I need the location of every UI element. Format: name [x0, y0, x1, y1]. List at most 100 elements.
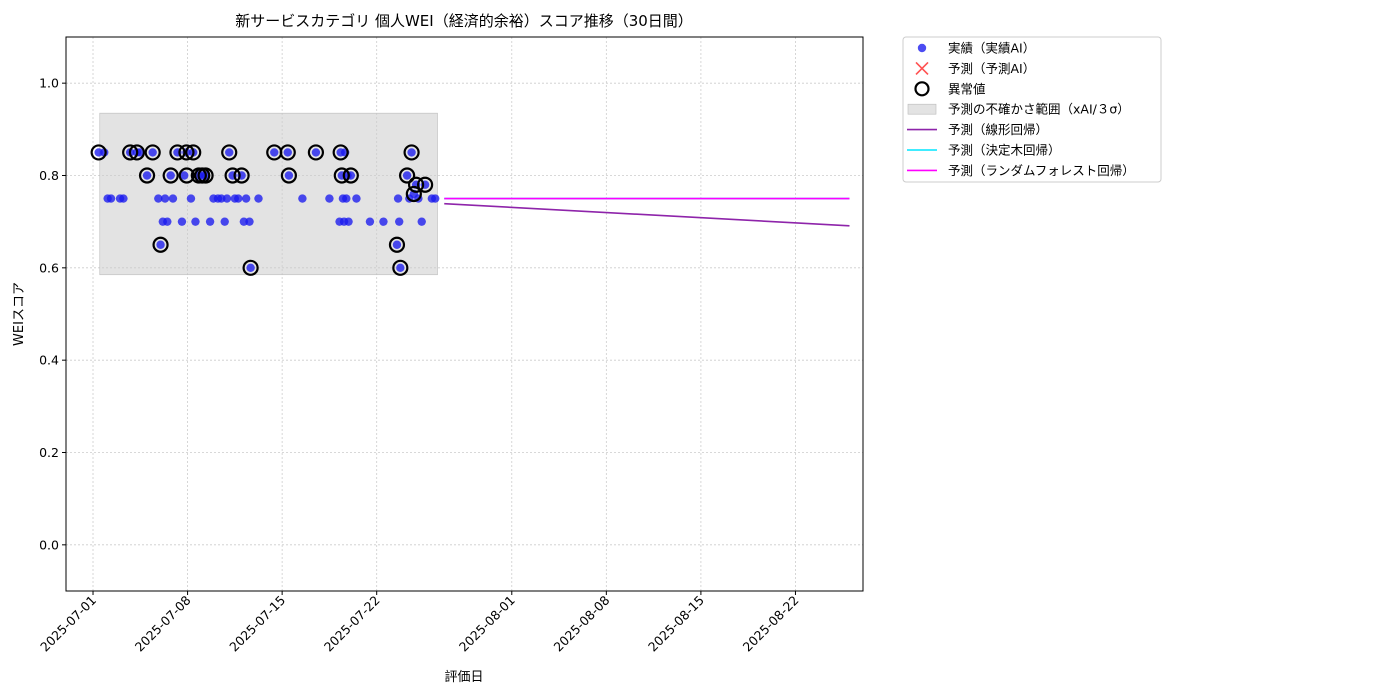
y-tick-label: 0.0 [39, 537, 59, 552]
actual-data-point [142, 171, 152, 180]
actual-data-point [136, 148, 145, 157]
anomaly-marker [392, 259, 409, 276]
prediction-line [444, 202, 850, 227]
actual-data-point [365, 217, 375, 226]
actual-data-point [166, 171, 175, 180]
actual-data-point [325, 194, 334, 203]
actual-data-point [234, 194, 243, 203]
anomaly-marker [332, 144, 349, 161]
anomaly-marker [90, 144, 107, 161]
anomaly-marker [138, 167, 156, 184]
legend-label: 予測の不確かさ範囲（xAI/３σ） [948, 102, 1130, 117]
actual-data-point [417, 217, 426, 226]
anomaly-marker [333, 167, 350, 184]
anomaly-marker [280, 167, 297, 184]
actual-data-point [402, 171, 412, 180]
legend-label: 予測（ランダムフォレスト回帰） [948, 163, 1135, 178]
actual-data-point [254, 194, 263, 203]
legend-marker-anomaly [914, 81, 930, 97]
actual-data-point [177, 217, 187, 226]
actual-data-point [344, 217, 353, 226]
legend-box [902, 36, 1162, 183]
anomaly-marker [122, 144, 139, 161]
actual-data-point [396, 263, 405, 273]
anomaly-marker [398, 167, 416, 184]
y-axis-label: WEIスコア [12, 282, 27, 346]
prediction-lines-layer [444, 197, 850, 227]
actual-data-point [186, 194, 196, 203]
anomaly-marker [307, 144, 325, 161]
chart-title: 新サービスカテゴリ 個人WEI（経済的余裕）スコア推移（30日間） [235, 12, 693, 30]
actual-data-point [119, 194, 128, 203]
actual-data-point [148, 148, 157, 157]
actual-data-point [246, 263, 255, 273]
actual-data-point [283, 148, 292, 157]
actual-data-point [311, 148, 321, 157]
legend-swatch-band [907, 103, 937, 115]
actual-data-point [205, 217, 215, 226]
anomaly-marker [178, 167, 195, 184]
anomaly-marker [178, 144, 195, 161]
anomaly-marker [233, 167, 250, 184]
y-tick-label: 0.4 [39, 353, 59, 368]
actual-data-point [270, 148, 279, 157]
actual-data-point [154, 194, 163, 203]
actual-data-point [163, 217, 172, 226]
uncertainty-band-layer [99, 112, 438, 276]
actual-data-point [220, 217, 229, 226]
anomaly-marker [405, 185, 422, 203]
actual-data-point [392, 240, 402, 249]
anomaly-marker [242, 259, 259, 276]
legend-marker-actual [917, 43, 927, 53]
anomaly-marker [417, 176, 434, 193]
actual-data-point [352, 194, 361, 203]
actual-data-point [191, 217, 200, 226]
anomaly-marker [197, 167, 214, 184]
actual-data-point [298, 194, 307, 203]
legend-label: 実績（実績AI） [948, 41, 1035, 56]
actual-data-point [222, 194, 232, 203]
actual-data-point [160, 194, 170, 203]
anomaly-marker [342, 167, 359, 184]
legend-label: 異常値 [948, 81, 986, 96]
anomaly-marker [407, 176, 425, 193]
actual-data-point [379, 217, 388, 226]
y-axis-ticks: 0.0 0.2 0.4 0.6 0.8 1.0 [39, 76, 66, 552]
anomaly-marker [152, 236, 169, 253]
anomaly-marker [162, 167, 179, 184]
actual-data-point [156, 240, 165, 249]
anomaly-marker [279, 144, 296, 161]
legend-label: 予測（決定木回帰） [948, 143, 1061, 158]
legend-label: 予測（線形回帰） [948, 122, 1048, 137]
legend-label: 予測（予測AI） [948, 61, 1035, 76]
y-tick-label: 1.0 [39, 76, 59, 91]
actual-data-point [168, 194, 178, 203]
actual-data-point [431, 194, 440, 203]
plot-area-frame [65, 36, 864, 592]
uncertainty-band [99, 112, 438, 276]
anomaly-marker [185, 144, 202, 161]
anomaly-marker [221, 144, 238, 161]
anomaly-marker [128, 144, 146, 161]
actual-data-point [245, 217, 254, 226]
legend-marker-prediction [915, 61, 929, 75]
actual-data-point [395, 217, 404, 226]
anomaly-marker [224, 167, 241, 184]
actual-data-point [106, 194, 116, 203]
anomaly-rings-layer [90, 144, 434, 276]
y-tick-label: 0.8 [39, 168, 59, 183]
x-axis-label: 評価日 [444, 670, 483, 685]
actual-data-point [179, 171, 189, 180]
actual-data-point [241, 194, 251, 203]
actual-data-point [393, 194, 403, 203]
anomaly-marker [388, 236, 406, 253]
anomaly-marker [144, 144, 161, 161]
y-tick-label: 0.6 [39, 260, 59, 275]
anomaly-marker [169, 144, 186, 161]
actual-data-point [284, 171, 294, 180]
y-tick-label: 0.2 [39, 445, 59, 460]
